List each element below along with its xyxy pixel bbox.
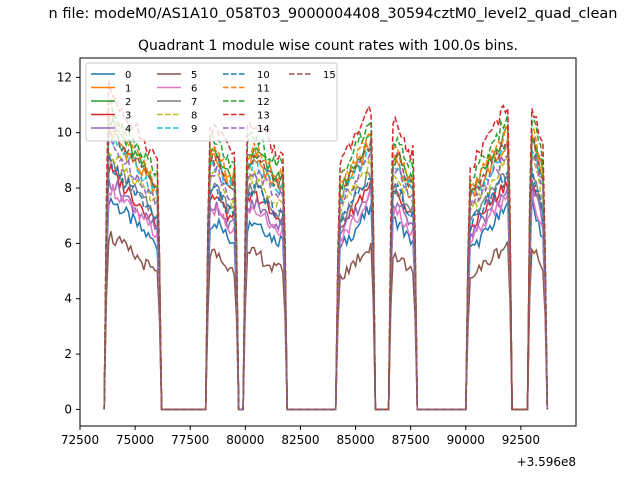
legend-label-3: 3 (125, 111, 131, 122)
x-tick-label: 75000 (116, 433, 154, 447)
legend-label-7: 7 (191, 97, 197, 108)
x-tick-label: 87500 (392, 433, 430, 447)
y-tick-label: 12 (57, 70, 72, 84)
x-axis: 72500 75000 77500 80000 82500 85000 87500 90000… (61, 426, 540, 447)
legend-label-4: 4 (125, 124, 131, 135)
legend-label-6: 6 (191, 84, 197, 95)
x-tick-label: 82500 (281, 433, 319, 447)
legend-label-11: 11 (257, 84, 270, 95)
y-tick-label: 10 (57, 126, 72, 140)
legend-label-2: 2 (125, 97, 131, 108)
x-tick-label: 80000 (226, 433, 264, 447)
series-line-15 (103, 129, 549, 411)
y-tick-label: 8 (64, 181, 72, 195)
legend-label-5: 5 (191, 70, 197, 81)
series-layer (103, 80, 549, 411)
legend-label-13: 13 (257, 111, 270, 122)
y-tick-label: 2 (64, 347, 72, 361)
legend-box (85, 62, 338, 142)
legend-label-8: 8 (191, 111, 197, 122)
x-tick-label: 92500 (502, 433, 540, 447)
legend-label-12: 12 (257, 97, 270, 108)
x-offset-label: +3.596e8 (517, 455, 576, 469)
y-axis: 0 2 4 6 8 10 12 (57, 70, 80, 416)
legend-label-10: 10 (257, 70, 270, 81)
y-tick-label: 6 (64, 236, 72, 250)
y-tick-label: 4 (64, 292, 72, 306)
legend-label-0: 0 (125, 70, 131, 81)
legend-label-1: 1 (125, 84, 131, 95)
chart-title: Quadrant 1 module wise count rates with … (138, 38, 518, 54)
legend-label-15: 15 (323, 70, 336, 81)
x-tick-label: 72500 (61, 433, 99, 447)
y-tick-label: 0 (64, 402, 72, 416)
x-tick-label: 90000 (447, 433, 485, 447)
x-tick-label: 85000 (336, 433, 374, 447)
legend-label-9: 9 (191, 124, 197, 135)
figure-suptitle: n file: modeM0/AS1A10_058T03_9000004408_… (49, 6, 618, 22)
plot-frame (79, 57, 577, 427)
legend-label-14: 14 (257, 124, 270, 135)
x-tick-label: 77500 (171, 433, 209, 447)
